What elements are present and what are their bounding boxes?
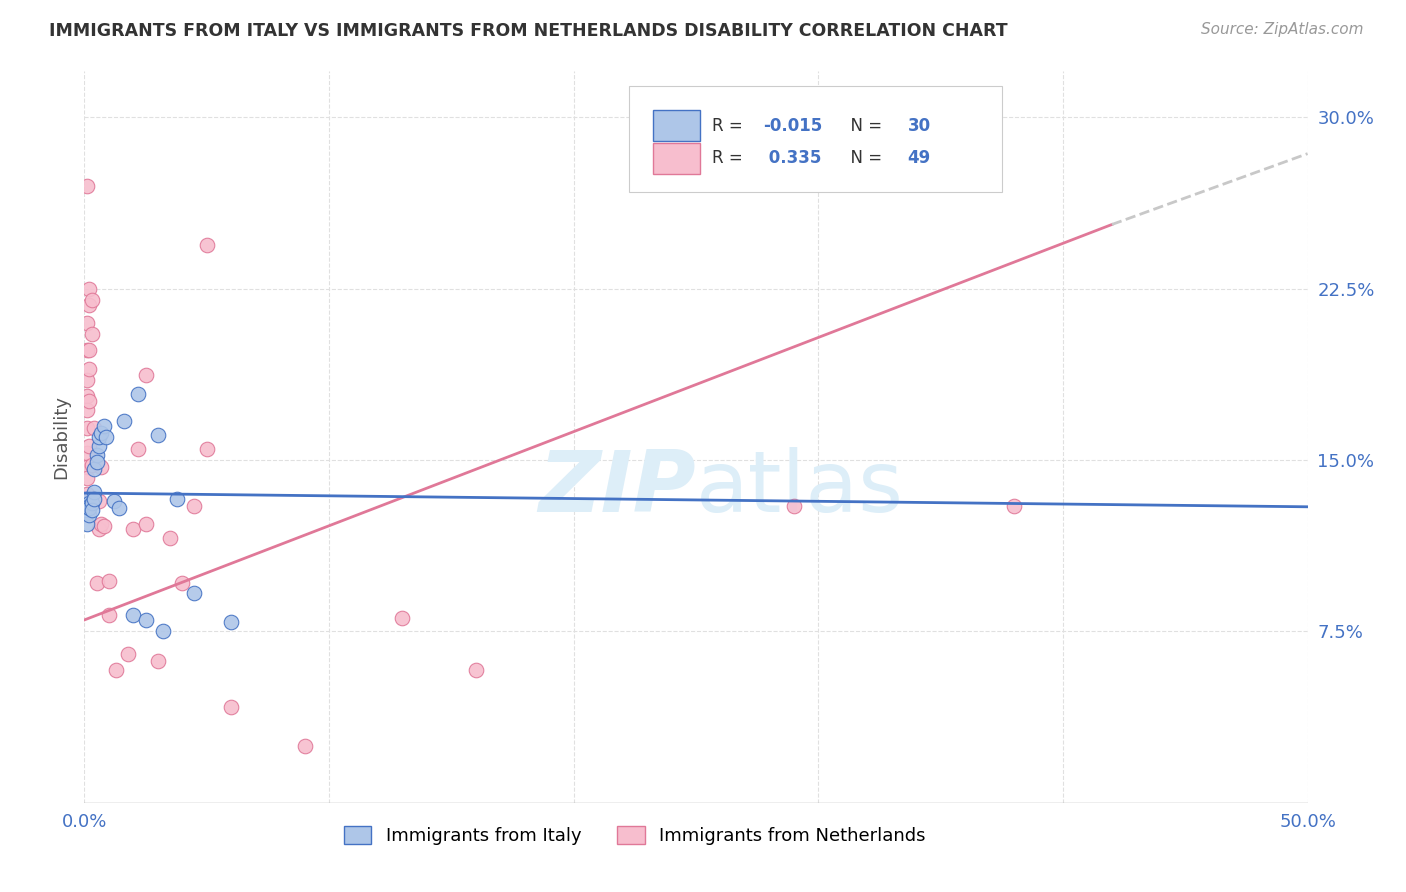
Point [87,439,110,453]
Legend: Immigrants from Italy, Immigrants from Netherlands: Immigrants from Italy, Immigrants from N… [337,819,932,852]
Text: N =: N = [841,117,887,136]
Point [146,654,169,668]
Point [76,178,98,193]
Point [122,521,145,535]
Text: 30: 30 [908,117,931,136]
Text: N =: N = [841,149,887,167]
Point [80,458,103,472]
Point [80,327,103,342]
Point [80,293,103,307]
Point [135,368,157,383]
Point [90,425,112,440]
Point [195,442,218,456]
Point [391,610,413,624]
FancyBboxPatch shape [654,143,700,174]
Text: R =: R = [711,117,748,136]
Point [76,471,98,485]
Point [96,430,118,444]
Point [76,491,98,506]
Point [107,500,129,515]
Point [83,421,105,435]
Point [127,442,149,456]
Point [86,576,108,591]
Point [77,297,100,311]
Point [112,414,135,428]
Point [166,491,188,506]
Point [77,343,100,358]
Point [103,494,125,508]
Point [77,393,100,408]
Point [93,418,115,433]
Point [83,485,105,500]
Point [77,281,100,295]
Point [76,316,98,330]
Point [152,624,174,639]
Point [77,496,100,510]
Point [90,516,112,531]
Text: ZIP: ZIP [538,447,696,530]
Text: Source: ZipAtlas.com: Source: ZipAtlas.com [1201,22,1364,37]
Point [183,499,205,513]
Point [76,506,98,520]
Point [76,389,98,403]
Point [77,361,100,376]
Point [87,430,110,444]
Point [86,455,108,469]
Point [117,647,139,661]
Point [76,459,98,474]
Point [76,343,98,358]
Point [77,500,100,515]
Point [219,699,242,714]
Point [77,499,100,513]
Point [76,421,98,435]
Point [127,386,149,401]
Point [783,499,806,513]
Point [86,449,108,463]
Point [90,459,112,474]
Point [76,402,98,417]
Point [76,516,98,531]
Point [76,446,98,460]
Point [83,491,105,506]
Point [159,531,181,545]
Point [77,508,100,522]
Text: 49: 49 [908,149,931,167]
Point [80,496,103,510]
Point [87,494,110,508]
Point [183,585,205,599]
Text: -0.015: -0.015 [763,117,823,136]
Point [135,516,157,531]
Text: atlas: atlas [696,447,904,530]
Point [77,439,100,453]
Point [172,576,194,591]
Point [87,521,110,535]
Point [76,487,98,501]
Point [80,503,103,517]
FancyBboxPatch shape [654,110,700,141]
Point [77,491,100,506]
Point [76,373,98,387]
Point [1002,499,1025,513]
Point [83,462,105,476]
Point [122,608,145,623]
Y-axis label: Disability: Disability [52,395,70,479]
Point [80,491,103,506]
Point [195,238,218,252]
Text: IMMIGRANTS FROM ITALY VS IMMIGRANTS FROM NETHERLANDS DISABILITY CORRELATION CHAR: IMMIGRANTS FROM ITALY VS IMMIGRANTS FROM… [49,22,1008,40]
Point [464,663,486,677]
Point [105,663,128,677]
Point [294,739,316,753]
Point [97,608,120,623]
Point [93,519,115,533]
Text: 0.335: 0.335 [763,149,821,167]
Point [135,613,157,627]
Point [146,427,169,442]
Text: R =: R = [711,149,748,167]
Point [97,574,120,588]
FancyBboxPatch shape [628,86,1002,192]
Point [219,615,242,630]
